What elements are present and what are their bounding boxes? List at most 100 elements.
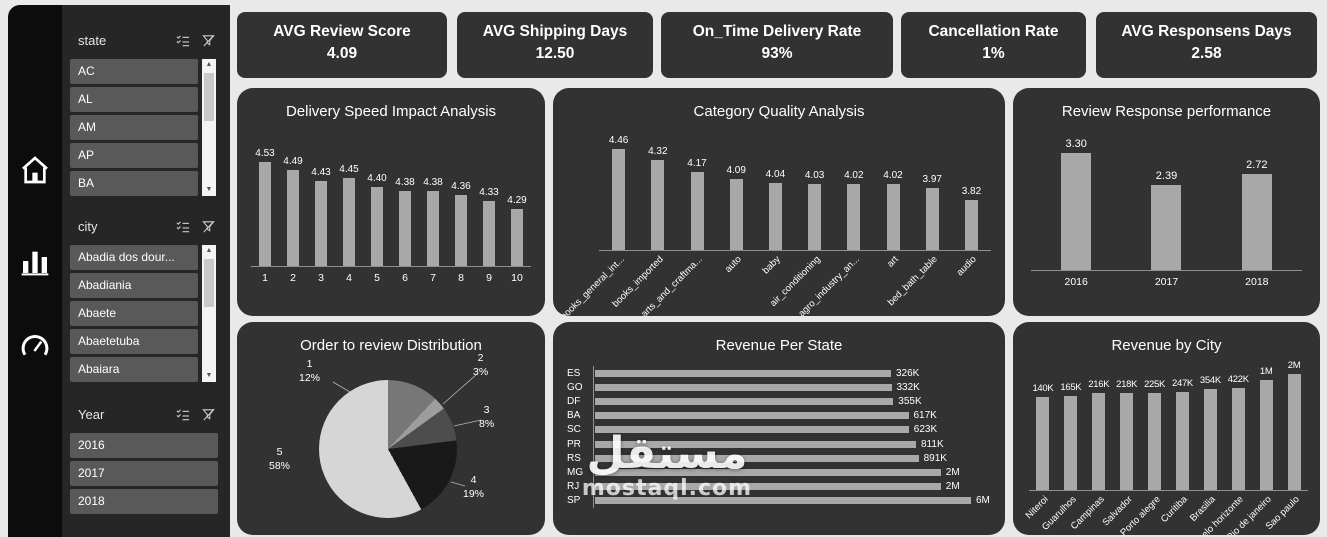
bar-row: BA 617K bbox=[567, 408, 997, 423]
bar bbox=[595, 369, 891, 377]
bar-column: 422K bbox=[1224, 358, 1252, 490]
x-axis-labels: 1 2 3 4 5 6 7 8 9 10 bbox=[251, 267, 531, 284]
scroll-up-icon[interactable]: ▲ bbox=[205, 61, 213, 68]
bar bbox=[427, 191, 439, 266]
clear-filter-icon[interactable] bbox=[201, 219, 216, 234]
slice-name: 4 bbox=[470, 474, 477, 486]
bar-row: DF 355K bbox=[567, 394, 997, 409]
bar bbox=[371, 187, 383, 266]
value-label: 617K bbox=[913, 410, 937, 422]
bar-row: SP 6M bbox=[567, 493, 997, 508]
slice-label: 3 8% bbox=[479, 404, 494, 431]
city-slicer-title: city bbox=[78, 218, 98, 234]
slicer-item-city[interactable]: Abadia dos dour... bbox=[70, 245, 198, 270]
home-icon[interactable] bbox=[8, 153, 62, 187]
bar bbox=[287, 169, 299, 266]
bar bbox=[925, 188, 939, 250]
bar-column: 2M bbox=[1280, 358, 1308, 490]
category-label: 2 bbox=[290, 272, 296, 284]
category-label: 5 bbox=[374, 272, 380, 284]
clear-filter-icon[interactable] bbox=[201, 33, 216, 48]
slicer-item-city[interactable]: Abaiara bbox=[70, 357, 198, 382]
state-slicer: state AC AL AM AP BA ▲ ▼ bbox=[62, 31, 230, 199]
plot-area: 140K 165K 216K 218K 225K 247K 354K 422K 1M 2M bbox=[1029, 358, 1308, 491]
kpi-title: On_Time Delivery Rate bbox=[692, 23, 862, 40]
bar-column: 3.82 bbox=[952, 124, 991, 250]
bar bbox=[315, 181, 327, 266]
category-label: ES bbox=[567, 367, 581, 379]
slicer-item-state[interactable]: AL bbox=[70, 87, 198, 112]
value-label: 225K bbox=[1144, 378, 1166, 390]
chart-title: Revenue by City bbox=[1111, 337, 1222, 354]
bar-chart-icon[interactable] bbox=[8, 245, 62, 277]
value-label: 4.38 bbox=[395, 177, 415, 189]
slicer-item-state[interactable]: AC bbox=[70, 59, 198, 84]
value-label: 4.02 bbox=[844, 170, 864, 182]
bar bbox=[1120, 393, 1134, 490]
value-label: 2M bbox=[1287, 360, 1301, 371]
slicer-item-state[interactable]: AM bbox=[70, 115, 198, 140]
bar-column: 4.29 bbox=[503, 130, 531, 266]
category-label: MG bbox=[567, 466, 584, 478]
bar-column: 4.49 bbox=[279, 130, 307, 266]
bar-column: 2.39 bbox=[1121, 130, 1211, 270]
pie bbox=[319, 380, 457, 518]
value-label: 4.33 bbox=[479, 187, 499, 199]
category-label: 6 bbox=[402, 272, 408, 284]
value-label: 4.29 bbox=[507, 195, 527, 206]
scroll-thumb[interactable] bbox=[204, 73, 214, 121]
bar-column: 4.02 bbox=[834, 124, 873, 250]
slicer-item-city[interactable]: Abaetetuba bbox=[70, 329, 198, 354]
bar-row: SC 623K bbox=[567, 422, 997, 437]
bar bbox=[259, 161, 271, 266]
slicer-item-year[interactable]: 2016 bbox=[70, 433, 218, 458]
bar bbox=[595, 397, 894, 405]
slicer-item-year[interactable]: 2018 bbox=[70, 489, 218, 514]
gauge-icon[interactable] bbox=[8, 331, 62, 361]
kpi-title: AVG Responsens Days bbox=[1121, 23, 1292, 40]
city-scrollbar[interactable]: ▲ ▼ bbox=[202, 245, 216, 382]
value-label: 354K bbox=[1199, 375, 1221, 386]
kpi-title: Cancellation Rate bbox=[928, 23, 1059, 40]
bar-column: 4.33 bbox=[475, 130, 503, 266]
scroll-thumb[interactable] bbox=[204, 259, 214, 307]
delivery-speed-chart: 4.53 4.49 4.43 4.45 4.40 4.38 4.38 4.36 4.33 4.29… bbox=[237, 130, 545, 284]
value-label: 4.09 bbox=[726, 164, 746, 176]
bar-row: RS 891K bbox=[567, 451, 997, 466]
slicer-item-state[interactable]: AP bbox=[70, 143, 198, 168]
bar-track: 2M bbox=[593, 479, 997, 494]
select-all-icon[interactable] bbox=[175, 220, 191, 233]
scroll-down-icon[interactable]: ▼ bbox=[205, 186, 213, 193]
clear-filter-icon[interactable] bbox=[201, 407, 216, 422]
value-label: 2M bbox=[945, 466, 960, 478]
slicer-item-year[interactable]: 2017 bbox=[70, 461, 218, 486]
slicer-item-city[interactable]: Abaete bbox=[70, 301, 198, 326]
scroll-up-icon[interactable]: ▲ bbox=[205, 247, 213, 254]
nav-sidebar bbox=[8, 5, 62, 537]
slicer-item-state[interactable]: BA bbox=[70, 171, 198, 196]
value-label: 4.43 bbox=[311, 167, 331, 179]
value-label: 422K bbox=[1227, 373, 1249, 385]
city-slicer: city Abadia dos dour... Abadiania Abaete… bbox=[62, 217, 230, 385]
value-label: 165K bbox=[1060, 381, 1082, 393]
select-all-icon[interactable] bbox=[175, 408, 191, 421]
bar bbox=[1203, 389, 1217, 490]
value-label: 247K bbox=[1171, 378, 1193, 390]
value-label: 326K bbox=[896, 367, 920, 379]
bar-track: 891K bbox=[593, 451, 997, 466]
slicer-item-city[interactable]: Abadiania bbox=[70, 273, 198, 298]
bar-column: 354K bbox=[1196, 358, 1224, 490]
slice-pct: 3% bbox=[473, 365, 489, 378]
bar bbox=[651, 160, 665, 250]
bar bbox=[808, 183, 822, 250]
bar-column: 247K bbox=[1169, 358, 1197, 490]
category-label: 2017 bbox=[1154, 276, 1179, 288]
slice-pct: 58% bbox=[269, 459, 291, 472]
bar-column: 2.72 bbox=[1212, 130, 1302, 270]
state-scrollbar[interactable]: ▲ ▼ bbox=[202, 59, 216, 196]
bar-column: 225K bbox=[1141, 358, 1169, 490]
value-label: 4.03 bbox=[804, 169, 825, 181]
category-label: SC bbox=[567, 424, 581, 436]
select-all-icon[interactable] bbox=[175, 34, 191, 47]
scroll-down-icon[interactable]: ▼ bbox=[205, 372, 213, 379]
